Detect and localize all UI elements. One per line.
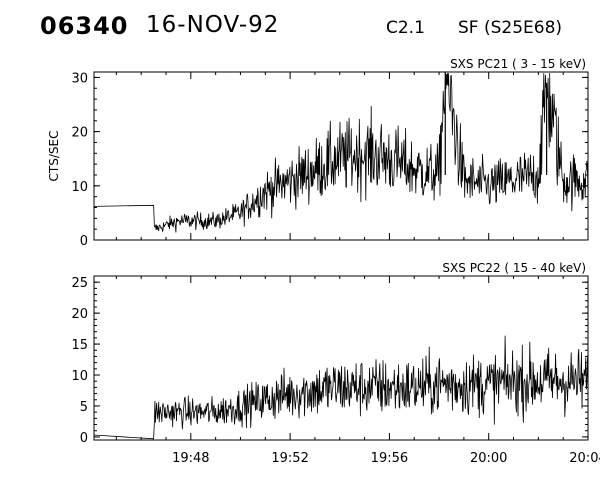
series-line: [93, 73, 589, 233]
y-tick-label: 15: [71, 338, 88, 353]
x-tick-label: 19:52: [271, 451, 308, 466]
x-tick-label: 20:00: [470, 451, 507, 466]
y-tick-label: 20: [71, 126, 88, 141]
y-tick-label: 10: [71, 180, 88, 195]
plot-frame: [93, 275, 589, 441]
x-tick-label: 19:48: [172, 451, 209, 466]
x-tick-label: 19:56: [371, 451, 408, 466]
event-date: 16-NOV-92: [146, 12, 280, 38]
y-tick-label: 30: [71, 71, 88, 86]
flare-class: C2.1: [386, 18, 425, 38]
flare-location: SF (S25E68): [458, 18, 563, 38]
series-line: [93, 335, 589, 440]
y-tick-label: 5: [80, 400, 88, 415]
chart-panel-2: SXS PC22 ( 15 - 40 keV) 0 5 10 15 20 25 19:48 19…: [71, 261, 600, 466]
y-tick-label: 0: [80, 431, 88, 446]
event-id: 06340: [40, 12, 129, 40]
x-tick-label: 20:04: [569, 451, 600, 466]
plot-frame: [93, 71, 589, 241]
panel-title: SXS PC21 ( 3 - 15 keV): [450, 57, 586, 71]
chart-panel-1: SXS PC21 ( 3 - 15 keV) CTS/SEC 0 10 20 30: [47, 57, 589, 249]
y-tick-label: 10: [71, 369, 88, 384]
y-axis-label: CTS/SEC: [47, 131, 61, 182]
y-tick-label: 25: [71, 276, 88, 291]
panel-title: SXS PC22 ( 15 - 40 keV): [442, 261, 586, 275]
y-tick-label: 0: [80, 234, 88, 249]
y-tick-label: 20: [71, 307, 88, 322]
